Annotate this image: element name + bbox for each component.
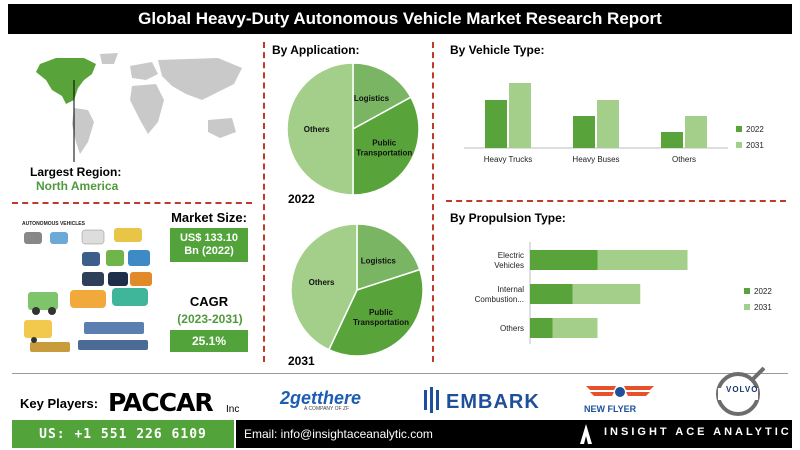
pie-2022-label-2: Others (304, 125, 330, 134)
propulsion-legend-2031: 2031 (754, 303, 772, 312)
vehicle-type-title: By Vehicle Type: (450, 43, 545, 57)
pie-2031-label-0: Logistics (361, 257, 397, 266)
propulsion-bar-2-2022 (530, 318, 553, 338)
logo-volvo: VOLVO (726, 385, 759, 394)
footer-brand: INSIGHT ACE ANALYTIC (604, 426, 792, 438)
logo-2getthere-sub: A COMPANY OF ZF (304, 406, 350, 412)
propulsion-bar-0-2022 (530, 250, 598, 270)
market-size-value-line1: US$ 133.10 (179, 232, 239, 244)
vehicle-tick-0: Heavy Trucks (484, 155, 532, 164)
report-title: Global Heavy-Duty Autonomous Vehicle Mar… (8, 4, 792, 34)
new-flyer-wings-icon (586, 386, 654, 397)
vehicle-legend-swatch-2031 (736, 142, 742, 148)
propulsion-tick-0: Electric (498, 251, 524, 260)
vehicle-tick-2: Others (672, 155, 696, 164)
footer-email[interactable]: Email: info@insightaceanalytic.com (244, 427, 433, 441)
pie-2022-label-0: Logistics (354, 94, 390, 103)
logo-embark: EMBARK (446, 391, 540, 413)
divider-charts (446, 200, 786, 202)
vehicle-bar-2-2022 (661, 132, 683, 148)
largest-region-value: North America (36, 179, 119, 193)
footer-bar (236, 420, 792, 448)
vehicle-bar-0-2031 (509, 83, 531, 148)
propulsion-bar-0-2031 (597, 250, 688, 270)
map-europe (130, 62, 158, 80)
divider-region (12, 202, 252, 204)
propulsion-tick-1: Combustion... (475, 295, 524, 304)
pie-2022-year: 2022 (288, 192, 315, 206)
propulsion-legend-swatch-2031 (744, 304, 750, 310)
vehicle-bar-1-2022 (573, 116, 595, 148)
map-greenland (100, 53, 118, 64)
propulsion-legend-2022: 2022 (754, 287, 772, 296)
vehicle-bar-2-2031 (685, 116, 707, 148)
map-australia (208, 118, 236, 138)
propulsion-tick-1: Internal (497, 285, 524, 294)
market-size-box: US$ 133.10 Bn (2022) (170, 228, 248, 262)
vehicle-tick-1: Heavy Buses (572, 155, 619, 164)
volvo-ring-icon (716, 366, 766, 416)
pie-2022-slice-0 (352, 62, 412, 131)
cagr-period: (2023-2031) (177, 312, 243, 326)
logo-2getthere: 2getthere (280, 388, 362, 408)
pie-2031-label-1: Public (369, 308, 394, 317)
application-title: By Application: (272, 43, 360, 57)
map-south-america (72, 108, 94, 154)
market-size-label: Market Size: (171, 210, 247, 225)
autonomous-vehicles-illustration: AUTONOMOUS VEHICLES (22, 221, 152, 352)
embark-mark-icon (424, 387, 439, 413)
vehicle-legend-swatch-2022 (736, 126, 742, 132)
propulsion-bar-2-2031 (552, 318, 598, 338)
vehicle-bar-1-2031 (597, 100, 619, 148)
pie-2022-label-1: Transportation (356, 148, 412, 157)
map-north-america (36, 58, 96, 104)
pie-2031-label-1: Transportation (353, 318, 409, 327)
market-size-value-line2: Bn (2022) (184, 245, 234, 257)
insight-ace-logo-icon (580, 424, 592, 444)
footer-phone[interactable]: US: +1 551 226 6109 (12, 420, 234, 448)
vehicle-legend-2022: 2022 (746, 125, 764, 134)
logo-new-flyer: NEW FLYER (584, 404, 637, 414)
divider-right (432, 42, 434, 362)
propulsion-bar-1-2022 (530, 284, 573, 304)
cagr-value: 25.1% (191, 333, 227, 348)
pie-2031-slice-1 (327, 268, 424, 357)
cagr-label: CAGR (189, 294, 229, 309)
pie-2022-label-1: Public (372, 138, 397, 147)
pie-2022-slice-2 (286, 62, 354, 196)
pie-2031-year: 2031 (288, 354, 315, 368)
propulsion-bar-1-2031 (572, 284, 641, 304)
vehicle-legend-2031: 2031 (746, 141, 764, 150)
world-map (36, 53, 242, 162)
propulsion-type-title: By Propulsion Type: (450, 211, 566, 225)
propulsion-tick-0: Vehicles (494, 261, 524, 270)
illustration-caption: AUTONOMOUS VEHICLES (22, 221, 86, 227)
map-africa (130, 84, 164, 134)
pie-2031-label-2: Others (309, 278, 335, 287)
propulsion-tick-2: Others (500, 324, 524, 333)
pie-2031-slice-0 (356, 223, 421, 292)
largest-region-label: Largest Region: (30, 165, 122, 179)
logo-paccar: PACCAR (108, 388, 214, 417)
vehicle-bar-0-2022 (485, 100, 507, 148)
logo-paccar-suffix: Inc (226, 404, 240, 415)
divider-footer (12, 373, 788, 374)
propulsion-legend-swatch-2022 (744, 288, 750, 294)
key-players-label: Key Players: (20, 396, 99, 411)
pie-2031-slice-2 (290, 223, 358, 351)
divider-left (263, 42, 265, 362)
pie-2022-slice-1 (352, 96, 420, 196)
cagr-box: 25.1% (170, 330, 248, 352)
vehicle-type-bar-chart: Heavy Trucks Heavy Buses Others 2022 2031 (464, 83, 764, 164)
map-asia (158, 58, 242, 100)
